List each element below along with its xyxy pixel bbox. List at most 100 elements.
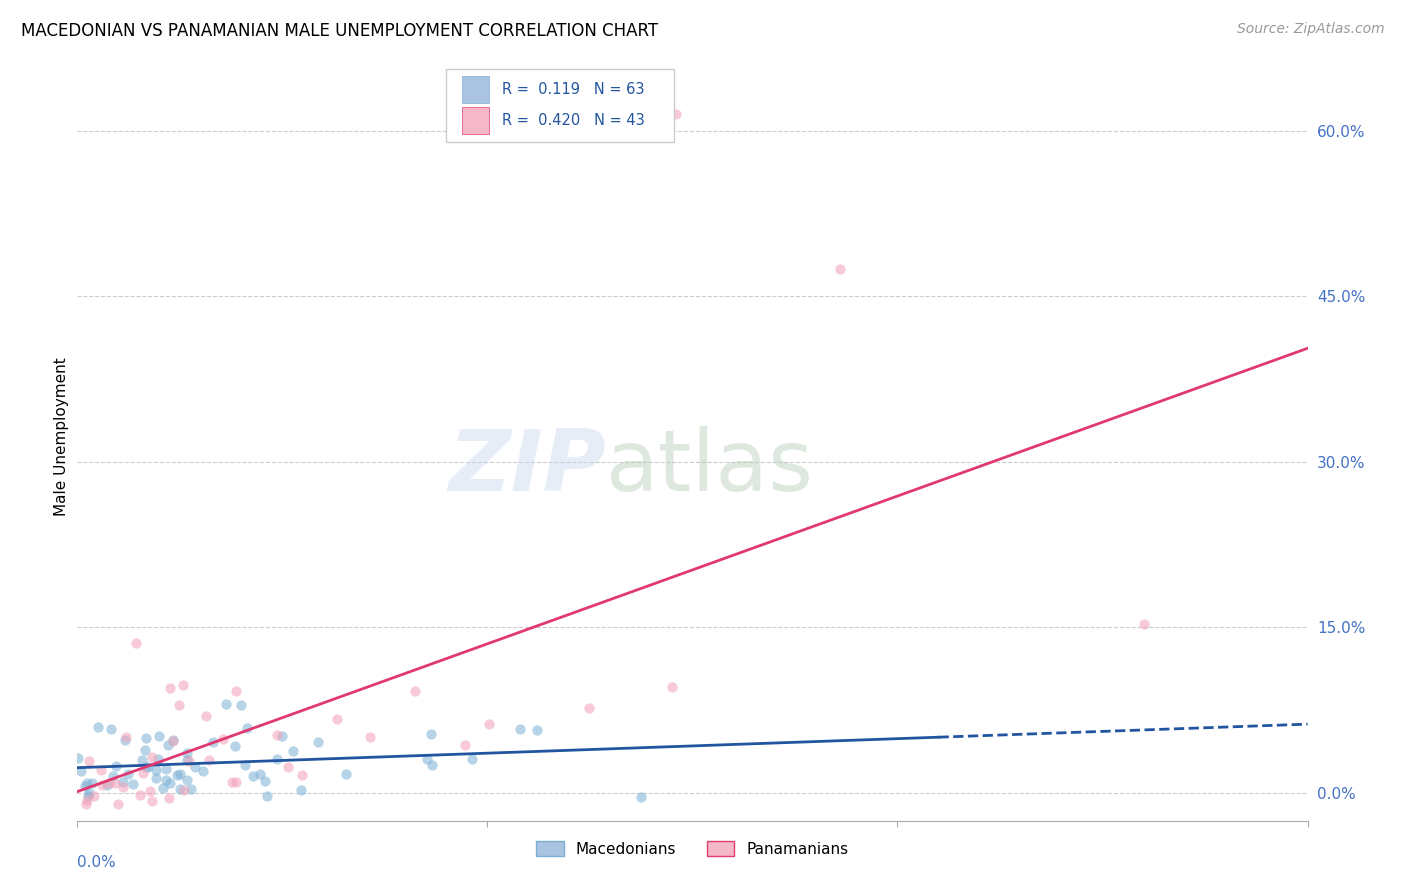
Point: [135, 760, 157, 774]
Point: [478, 717, 501, 731]
Point: [180, 781, 202, 796]
Point: [75, 797, 97, 811]
Point: [87, 720, 110, 734]
Point: [242, 769, 264, 783]
Point: [157, 790, 180, 805]
Point: [271, 729, 294, 743]
Point: [225, 683, 247, 698]
Point: [114, 731, 136, 745]
Point: [166, 768, 188, 782]
Point: [233, 757, 256, 772]
Point: [83, 789, 105, 804]
Point: [145, 771, 167, 785]
Point: [420, 727, 443, 741]
Text: 0.0%: 0.0%: [77, 855, 117, 871]
Point: [416, 751, 439, 765]
Point: [212, 731, 235, 746]
Point: [104, 759, 127, 773]
Point: [155, 762, 177, 776]
Point: [665, 107, 688, 121]
Point: [578, 701, 600, 715]
Point: [76, 776, 98, 790]
Point: [136, 760, 159, 774]
Point: [283, 743, 305, 757]
Point: [148, 752, 170, 766]
Point: [176, 753, 198, 767]
Point: [90, 763, 112, 777]
Point: [198, 753, 221, 767]
Point: [76, 792, 98, 806]
Point: [157, 738, 180, 752]
Point: [277, 760, 299, 774]
Point: [183, 759, 205, 773]
Point: [253, 774, 276, 789]
Point: [125, 635, 148, 649]
Point: [221, 774, 243, 789]
Point: [155, 772, 177, 787]
Point: [159, 681, 181, 696]
Point: [526, 723, 548, 737]
Point: [454, 738, 477, 752]
Point: [307, 735, 329, 749]
Point: [159, 776, 181, 790]
Text: Source: ZipAtlas.com: Source: ZipAtlas.com: [1237, 22, 1385, 37]
Point: [135, 731, 157, 745]
Point: [167, 698, 190, 713]
Point: [173, 783, 195, 797]
Legend: Macedonians, Panamanians: Macedonians, Panamanians: [530, 835, 855, 863]
Point: [249, 767, 271, 781]
Point: [101, 769, 124, 783]
Point: [141, 750, 163, 764]
Point: [112, 775, 135, 789]
FancyBboxPatch shape: [463, 76, 489, 103]
Point: [112, 780, 135, 794]
Point: [290, 782, 312, 797]
Point: [229, 698, 252, 712]
Point: [70, 764, 93, 778]
Point: [266, 752, 288, 766]
Point: [224, 739, 246, 754]
Point: [129, 788, 152, 802]
Point: [114, 732, 136, 747]
Point: [1132, 617, 1154, 632]
FancyBboxPatch shape: [447, 69, 673, 142]
Point: [97, 776, 120, 790]
Point: [66, 751, 89, 765]
Point: [215, 697, 238, 711]
Point: [335, 767, 357, 781]
Point: [141, 794, 163, 808]
Point: [134, 743, 156, 757]
Point: [509, 722, 531, 736]
Point: [191, 764, 214, 778]
Point: [630, 789, 652, 804]
Point: [162, 734, 184, 748]
Point: [359, 730, 381, 744]
Point: [256, 789, 278, 803]
Point: [169, 767, 191, 781]
Point: [225, 775, 247, 789]
Point: [117, 767, 139, 781]
Point: [325, 712, 347, 726]
Point: [148, 729, 170, 743]
Point: [145, 763, 167, 777]
Text: MACEDONIAN VS PANAMANIAN MALE UNEMPLOYMENT CORRELATION CHART: MACEDONIAN VS PANAMANIAN MALE UNEMPLOYME…: [21, 22, 658, 40]
Point: [266, 728, 288, 742]
FancyBboxPatch shape: [463, 107, 489, 134]
Text: ZIP: ZIP: [449, 426, 606, 509]
Point: [152, 780, 174, 795]
Text: atlas: atlas: [606, 426, 814, 509]
Text: R =  0.420   N = 43: R = 0.420 N = 43: [502, 112, 644, 128]
Point: [291, 768, 314, 782]
Point: [131, 753, 153, 767]
Point: [661, 680, 683, 694]
Y-axis label: Male Unemployment: Male Unemployment: [53, 358, 69, 516]
Point: [90, 778, 112, 792]
Text: R =  0.119   N = 63: R = 0.119 N = 63: [502, 82, 644, 97]
Point: [172, 678, 194, 692]
Point: [132, 766, 155, 780]
Point: [461, 752, 484, 766]
Point: [80, 776, 103, 790]
Point: [104, 775, 127, 789]
Point: [75, 780, 97, 794]
Point: [176, 746, 198, 760]
